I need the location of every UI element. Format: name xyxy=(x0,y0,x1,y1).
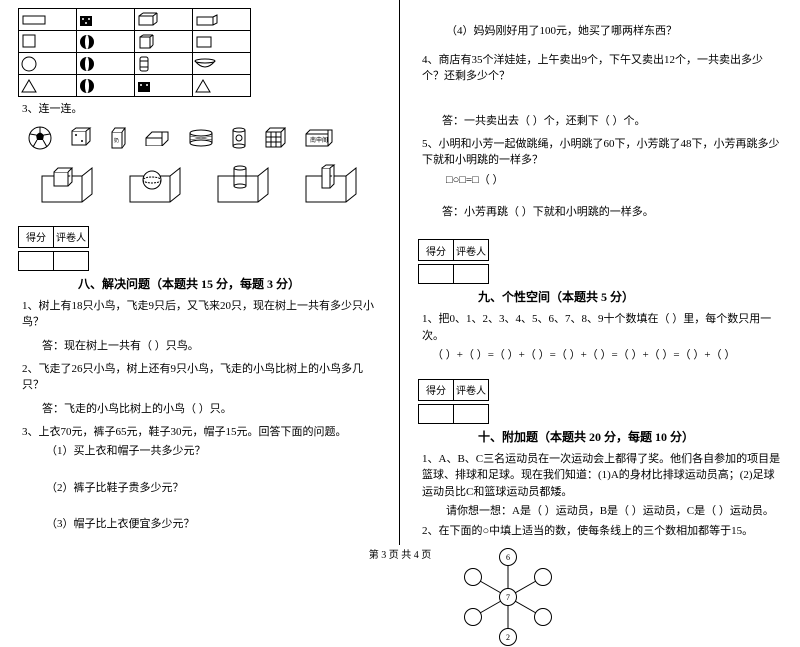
a8-1: 答：现在树上一共有（ ）只鸟。 xyxy=(42,337,381,353)
score-label: 得分 xyxy=(418,379,454,401)
section-9-title: 九、个性空间（本题共 5 分） xyxy=(478,288,782,305)
pencil-case-icon: 南申阁 xyxy=(304,128,334,148)
q8-3-1: （1）买上衣和帽子一共多少元？ xyxy=(46,443,381,460)
center-node: 7 xyxy=(499,588,517,606)
a8-2: 答：飞走的小鸟比树上的小鸟（ ）只。 xyxy=(42,400,381,416)
eraser-icon xyxy=(144,130,170,146)
plate-cuboid-icon xyxy=(302,164,360,206)
q10-1b: 请你想一想：A是（ ）运动员，B是（ ）运动员，C是（ ）运动员。 xyxy=(446,503,782,520)
plates-row xyxy=(38,164,381,206)
section-8-title: 八、解决问题（本题共 15 分，每题 3 分） xyxy=(78,275,381,292)
score-label: 得分 xyxy=(418,239,454,261)
q8-3-3: （3）帽子比上衣便宜多少元？ xyxy=(46,516,381,533)
items-row: 奶 南申阁 xyxy=(28,126,381,150)
star-diagram: 7 6 2 xyxy=(448,547,568,647)
q9-1: 1、把0、1、2、3、4、5、6、7、8、9十个数填在（ ）里，每个数只用一次。 xyxy=(422,311,782,344)
score-box-10: 得分 评卷人 xyxy=(418,379,782,401)
q8-1: 1、树上有18只小鸟，飞走9只后，又飞来20只，现在树上一共有多少只小鸟？ xyxy=(22,298,381,331)
plate-cylinder-icon xyxy=(214,164,272,206)
score-box-9: 得分 评卷人 xyxy=(418,239,782,261)
score-label: 得分 xyxy=(18,226,54,248)
shape-classification-table xyxy=(18,8,251,97)
node-br xyxy=(534,608,552,626)
q10-1: 1、A、B、C三名运动员在一次运动会上都得了奖。他们各自参加的项目是篮球、排球和… xyxy=(422,451,782,501)
node-tr xyxy=(534,568,552,586)
q8-3: 3、上衣70元，裤子65元，鞋子30元，帽子15元。回答下面的问题。 xyxy=(22,424,381,441)
marker-label: 评卷人 xyxy=(453,239,489,261)
q8-3-4: （4）妈妈刚好用了100元，她买了哪两样东西？ xyxy=(446,23,782,40)
score-box-8: 得分 评卷人 xyxy=(18,226,381,248)
node-bl xyxy=(464,608,482,626)
q9-1b: （ ）+（ ）=（ ）+（ ）=（ ）+（ ）=（ ）+（ ）=（ ）+（ ） xyxy=(432,347,782,364)
a8-5: 答：小芳再跳（ ）下就和小明跳的一样多。 xyxy=(442,203,782,219)
q10-2: 2、在下面的○中填上适当的数，使每条线上的三个数相加都等于15。 xyxy=(422,523,782,540)
soccer-ball-icon xyxy=(28,126,52,150)
svg-text:南申阁: 南申阁 xyxy=(310,136,328,144)
q3-label: 3、连一连。 xyxy=(22,101,381,118)
node-tl xyxy=(464,568,482,586)
q8-3-2: （2）裤子比鞋子贵多少元？ xyxy=(46,480,381,497)
section-10-title: 十、附加题（本题共 20 分，每题 10 分） xyxy=(478,428,782,445)
a8-4: 答：一共卖出去（ ）个，还剩下（ ）个。 xyxy=(442,112,782,128)
svg-text:奶: 奶 xyxy=(114,137,119,144)
drum-icon xyxy=(188,128,214,148)
milk-box-icon: 奶 xyxy=(110,126,126,150)
marker-label: 评卷人 xyxy=(453,379,489,401)
box-expr: □○□=□（ ） xyxy=(446,172,782,189)
can-icon xyxy=(232,127,246,149)
q8-2: 2、飞走了26只小鸟，树上还有9只小鸟，飞走的小鸟比树上的小鸟多几只？ xyxy=(22,361,381,394)
q8-4: 4、商店有35个洋娃娃，上午卖出9个，下午又卖出12个，一共卖出多少个？还剩多少… xyxy=(422,52,782,85)
marker-label: 评卷人 xyxy=(53,226,89,248)
node-bottom: 2 xyxy=(499,628,517,646)
q8-5: 5、小明和小芳一起做跳绳，小明跳了60下，小芳跳了48下，小芳再跳多少下就和小明… xyxy=(422,136,782,169)
rubiks-cube-icon xyxy=(264,127,286,149)
page-footer: 第 3 页 共 4 页 xyxy=(0,546,800,561)
plate-cube-icon xyxy=(38,164,96,206)
plate-sphere-icon xyxy=(126,164,184,206)
dice-icon xyxy=(70,127,92,149)
